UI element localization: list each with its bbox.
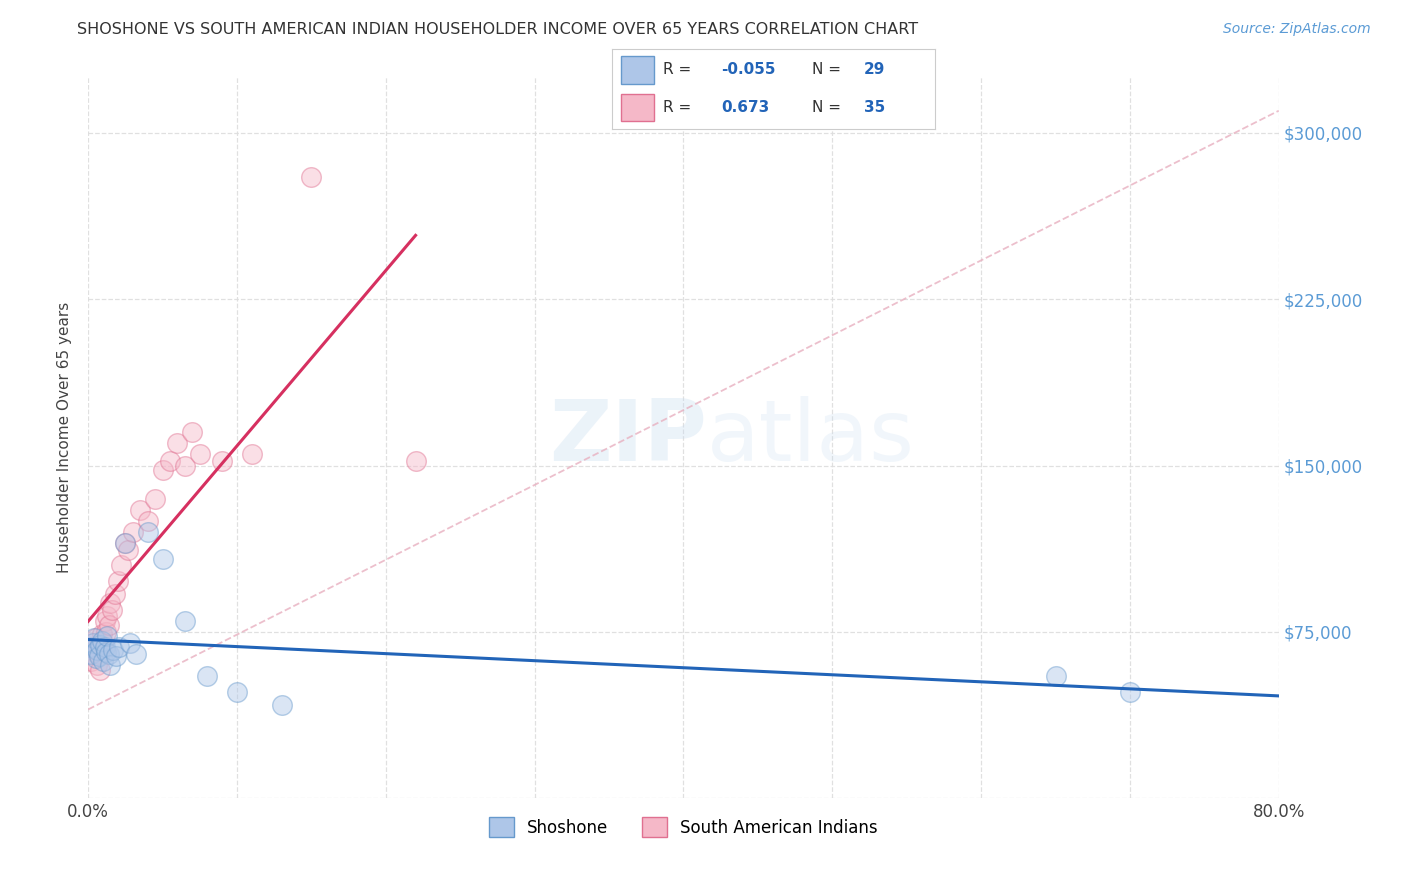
- Point: [118, 636, 141, 650]
- Point: [84, 632, 107, 646]
- Point: [195, 669, 218, 683]
- Text: SHOSHONE VS SOUTH AMERICAN INDIAN HOUSEHOLDER INCOME OVER 65 YEARS CORRELATION C: SHOSHONE VS SOUTH AMERICAN INDIAN HOUSEH…: [77, 22, 918, 37]
- Point: [98, 647, 121, 661]
- Point: [188, 447, 211, 461]
- Point: [114, 536, 136, 550]
- Text: -0.055: -0.055: [721, 62, 776, 78]
- Point: [104, 587, 127, 601]
- Point: [136, 514, 159, 528]
- Text: 35: 35: [863, 100, 886, 115]
- Point: [117, 542, 139, 557]
- FancyBboxPatch shape: [621, 56, 654, 84]
- Point: [83, 632, 105, 646]
- Point: [159, 454, 181, 468]
- Point: [405, 454, 427, 468]
- Text: R =: R =: [664, 62, 696, 78]
- Text: 0.673: 0.673: [721, 100, 770, 115]
- Point: [152, 463, 174, 477]
- Text: atlas: atlas: [707, 396, 915, 479]
- FancyBboxPatch shape: [621, 94, 654, 121]
- Point: [79, 647, 101, 661]
- Point: [84, 651, 107, 665]
- Point: [83, 640, 105, 655]
- Point: [101, 602, 124, 616]
- Point: [90, 633, 112, 648]
- Point: [98, 618, 121, 632]
- Point: [87, 649, 110, 664]
- Point: [80, 647, 103, 661]
- Y-axis label: Householder Income Over 65 years: Householder Income Over 65 years: [58, 302, 72, 574]
- Point: [240, 447, 263, 461]
- Point: [100, 658, 122, 673]
- Point: [89, 638, 111, 652]
- Point: [87, 647, 110, 661]
- Point: [103, 642, 125, 657]
- Point: [90, 627, 112, 641]
- Text: 29: 29: [863, 62, 886, 78]
- Point: [166, 436, 188, 450]
- Text: ZIP: ZIP: [550, 396, 707, 479]
- Point: [105, 649, 128, 664]
- Point: [79, 640, 101, 655]
- Point: [108, 640, 131, 655]
- Point: [125, 647, 148, 661]
- Point: [96, 629, 118, 643]
- Point: [93, 614, 115, 628]
- Point: [91, 636, 114, 650]
- Text: N =: N =: [813, 100, 846, 115]
- Point: [211, 454, 233, 468]
- Point: [114, 536, 136, 550]
- Point: [174, 458, 197, 473]
- Text: Source: ZipAtlas.com: Source: ZipAtlas.com: [1223, 22, 1371, 37]
- Point: [270, 698, 292, 712]
- Legend: Shoshone, South American Indians: Shoshone, South American Indians: [482, 810, 884, 844]
- Point: [136, 524, 159, 539]
- Point: [129, 503, 152, 517]
- Point: [82, 636, 104, 650]
- Text: R =: R =: [664, 100, 696, 115]
- Point: [94, 645, 117, 659]
- Point: [80, 654, 103, 668]
- Point: [174, 614, 197, 628]
- Point: [121, 524, 143, 539]
- Point: [94, 624, 117, 639]
- Point: [100, 596, 122, 610]
- Point: [107, 574, 129, 588]
- Point: [299, 170, 322, 185]
- Point: [89, 663, 111, 677]
- Text: N =: N =: [813, 62, 846, 78]
- Point: [86, 642, 108, 657]
- Point: [226, 684, 249, 698]
- Point: [91, 654, 114, 668]
- Point: [82, 636, 104, 650]
- Point: [96, 609, 118, 624]
- Point: [181, 425, 204, 440]
- Point: [143, 491, 166, 506]
- Point: [93, 640, 115, 655]
- Point: [1045, 669, 1067, 683]
- Point: [110, 558, 132, 573]
- Point: [1119, 684, 1142, 698]
- Point: [152, 551, 174, 566]
- Point: [86, 658, 108, 673]
